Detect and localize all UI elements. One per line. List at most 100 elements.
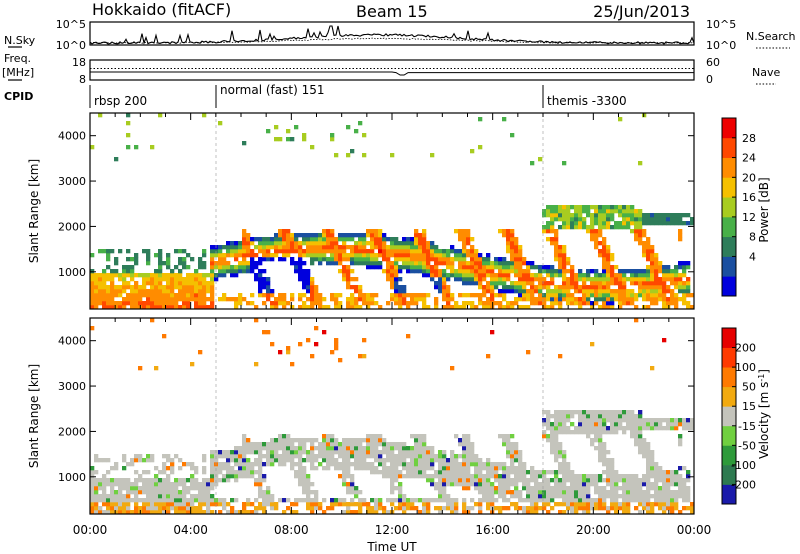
heatmap-cell — [90, 269, 95, 274]
heatmap-cell — [350, 498, 355, 503]
heatmap-cell — [358, 354, 363, 359]
heatmap-cell — [170, 482, 175, 487]
heatmap-cell — [210, 450, 215, 455]
heatmap-cell — [430, 153, 435, 158]
heatmap-cell — [398, 498, 403, 503]
heatmap-cell — [90, 474, 95, 479]
heatmap-cell — [558, 253, 563, 258]
heatmap-cell — [590, 221, 595, 226]
heatmap-cell — [410, 466, 415, 471]
heatmap-cell — [558, 442, 563, 447]
heatmap-cell — [642, 229, 647, 234]
heatmap-cell — [634, 221, 639, 226]
heatmap-cell — [538, 301, 543, 306]
heatmap-cell — [466, 486, 471, 491]
heatmap-cell — [186, 281, 191, 286]
heatmap-cell — [542, 506, 547, 511]
heatmap-cell — [562, 217, 567, 222]
heatmap-cell — [210, 470, 215, 475]
heatmap-cell — [222, 478, 227, 483]
heatmap-cell — [134, 257, 139, 262]
heatmap-cell — [582, 410, 587, 415]
heatmap-cell — [282, 297, 287, 302]
heatmap-cell — [566, 297, 571, 302]
heatmap-cell — [130, 285, 135, 290]
heatmap-cell — [154, 498, 159, 503]
heatmap-cell — [590, 229, 595, 234]
heatmap-cell — [638, 209, 643, 214]
heatmap-cell — [346, 305, 351, 310]
heatmap-cell — [286, 253, 291, 258]
heatmap-cell — [170, 269, 175, 274]
heatmap-cell — [358, 245, 363, 250]
heatmap-cell — [122, 506, 127, 511]
heatmap-cell — [174, 301, 179, 306]
heatmap-cell — [502, 289, 507, 294]
heatmap-cell — [238, 474, 243, 479]
heatmap-cell — [622, 221, 627, 226]
heatmap-cell — [326, 466, 331, 471]
heatmap-cell — [366, 450, 371, 455]
heatmap-cell — [90, 490, 95, 495]
heatmap-cell — [282, 442, 287, 447]
heatmap-cell — [334, 301, 339, 306]
heatmap-cell — [614, 221, 619, 226]
heatmap-cell — [134, 494, 139, 499]
heatmap-cell — [598, 209, 603, 214]
heatmap-cell — [518, 474, 523, 479]
heatmap-cell — [630, 229, 635, 234]
heatmap-cell — [126, 486, 131, 491]
heatmap-cell — [418, 434, 423, 439]
heatmap-cell — [514, 301, 519, 306]
heatmap-cell — [286, 446, 291, 451]
heatmap-cell — [358, 462, 363, 467]
heatmap-cell — [414, 265, 419, 270]
heatmap-cell — [602, 221, 607, 226]
heatmap-cell — [110, 301, 115, 306]
heatmap-cell — [494, 273, 499, 278]
heatmap-cell — [154, 490, 159, 495]
heatmap-cell — [626, 510, 631, 515]
heatmap-cell — [162, 285, 167, 290]
heatmap-cell — [610, 474, 615, 479]
heatmap-cell — [346, 265, 351, 270]
heatmap-cell — [602, 261, 607, 266]
heatmap-cell — [266, 277, 271, 282]
heatmap-cell — [402, 245, 407, 250]
heatmap-cell — [518, 249, 523, 254]
heatmap-cell — [390, 502, 395, 507]
heatmap-cell — [442, 506, 447, 511]
heatmap-cell — [462, 506, 467, 511]
heatmap-cell — [118, 301, 123, 306]
heatmap-cell — [342, 277, 347, 282]
heatmap-cell — [206, 498, 211, 503]
heatmap-cell — [638, 269, 643, 274]
heatmap-cell — [310, 466, 315, 471]
heatmap-cell — [506, 482, 511, 487]
heatmap-cell — [190, 293, 195, 298]
heatmap-cell — [638, 233, 643, 238]
heatmap-cell — [558, 209, 563, 214]
heatmap-cell — [642, 221, 647, 226]
heatmap-cell — [262, 442, 267, 447]
heatmap-cell — [314, 257, 319, 262]
heatmap-cell — [210, 257, 215, 262]
heatmap-cell — [302, 261, 307, 266]
heatmap-cell — [598, 418, 603, 423]
heatmap-cell — [658, 281, 663, 286]
heatmap-cell — [394, 293, 399, 298]
heatmap-cell — [354, 257, 359, 262]
heatmap-cell — [510, 482, 515, 487]
heatmap-cell — [158, 273, 163, 278]
heatmap-cell — [266, 285, 271, 290]
heatmap-cell — [314, 285, 319, 290]
heatmap-cell — [186, 462, 191, 467]
heatmap-cell — [594, 273, 599, 278]
heatmap-cell — [394, 281, 399, 286]
heatmap-cell — [554, 269, 559, 274]
heatmap-cell — [266, 297, 271, 302]
heatmap-cell — [602, 257, 607, 262]
heatmap-cell — [350, 149, 355, 154]
heatmap-cell — [130, 277, 135, 282]
heatmap-cell — [554, 482, 559, 487]
